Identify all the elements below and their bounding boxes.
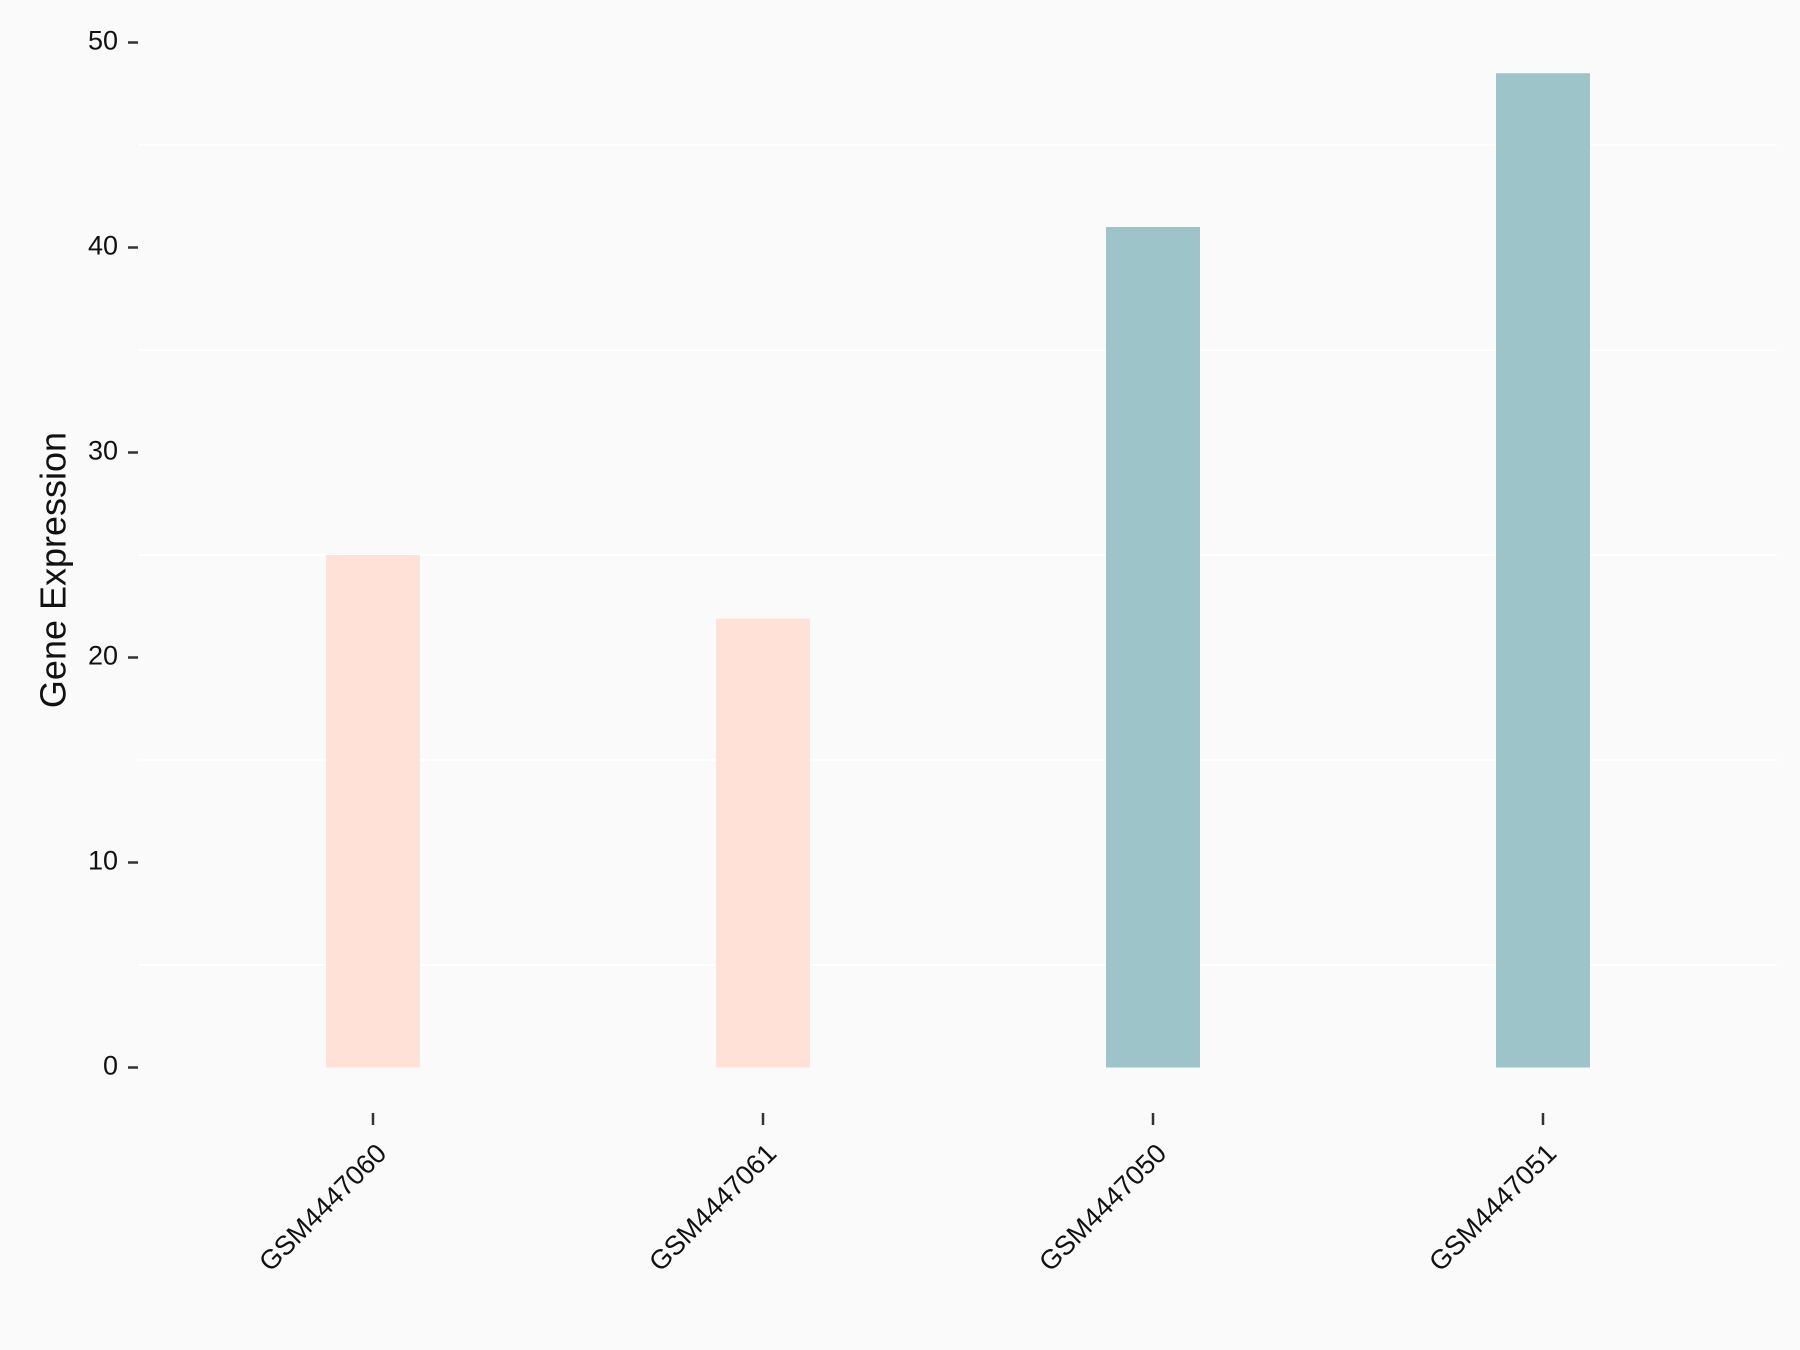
bar <box>1496 73 1590 1068</box>
y-tick-label: 40 <box>88 231 118 261</box>
y-tick-label: 50 <box>88 26 118 56</box>
bar <box>1106 227 1200 1068</box>
y-tick-label: 20 <box>88 641 118 671</box>
y-tick-label: 30 <box>88 436 118 466</box>
y-tick-label: 0 <box>103 1051 118 1081</box>
bar <box>716 618 810 1068</box>
y-axis-title: Gene Expression <box>33 432 74 708</box>
bar <box>326 555 420 1068</box>
y-tick-label: 10 <box>88 846 118 876</box>
